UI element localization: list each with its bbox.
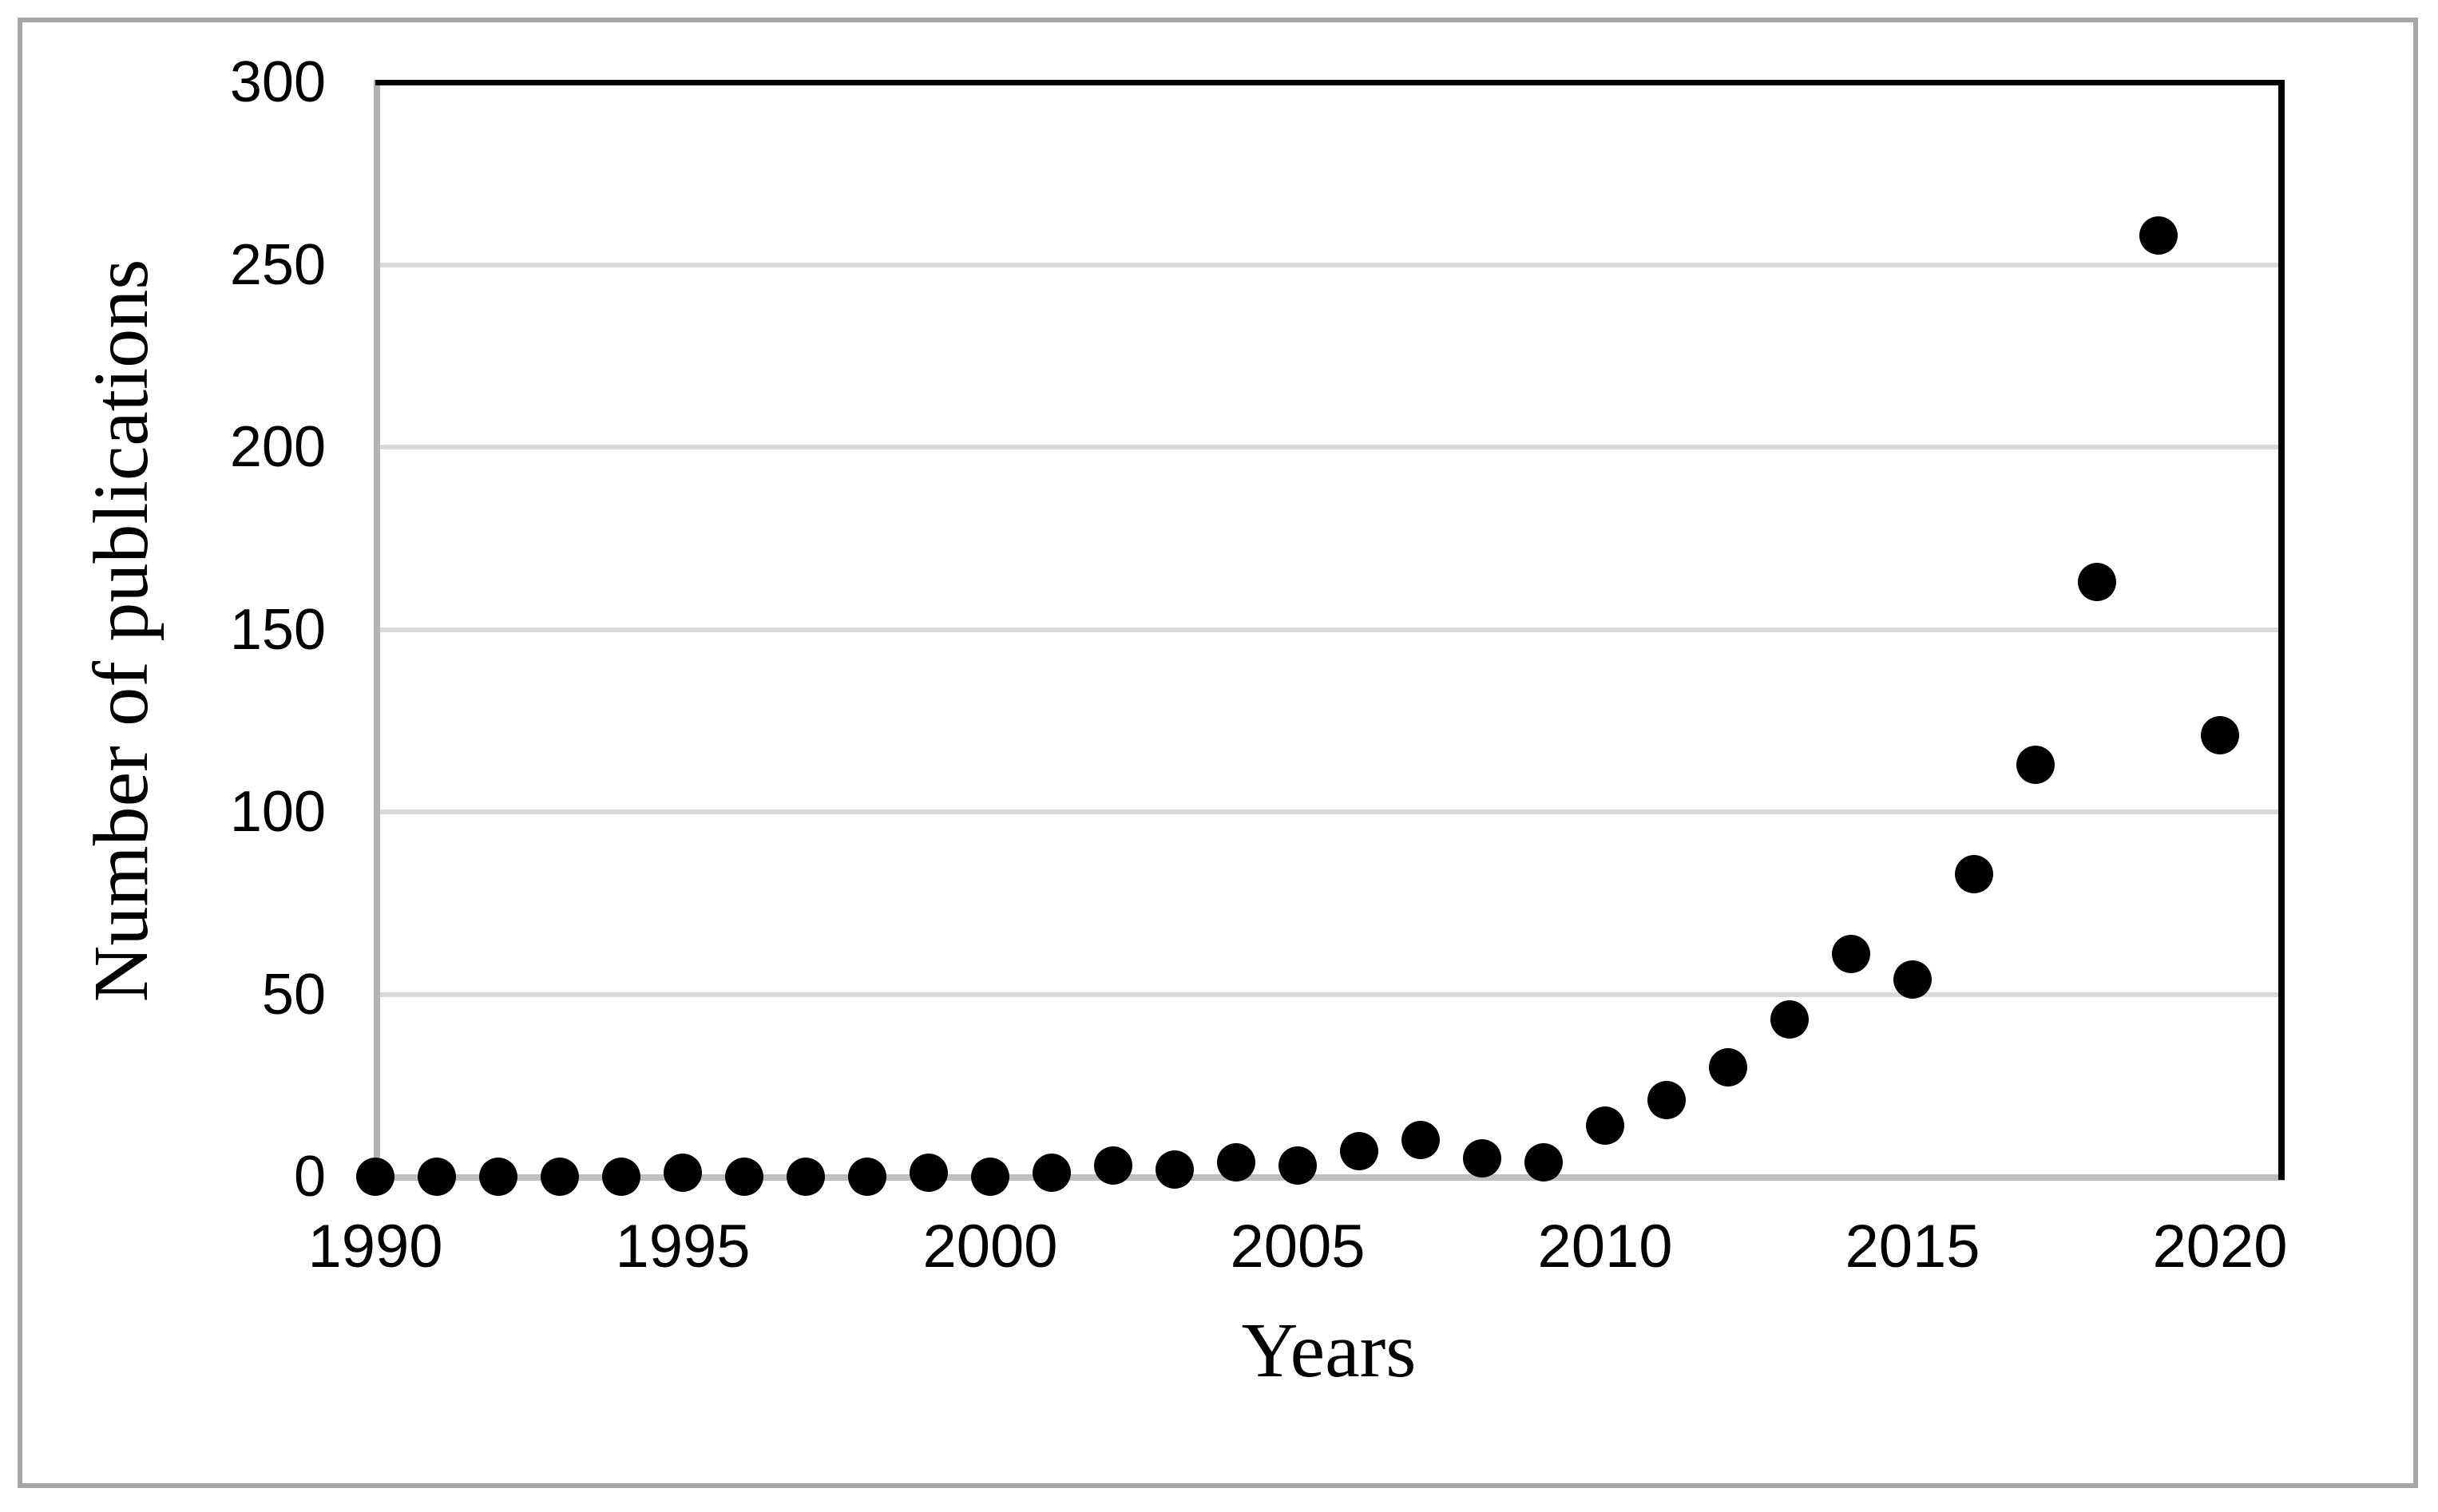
data-point-1991 xyxy=(418,1158,456,1196)
data-point-2005 xyxy=(1278,1146,1317,1185)
data-point-2004 xyxy=(1217,1142,1255,1181)
data-point-2003 xyxy=(1156,1150,1194,1189)
data-point-2018 xyxy=(2078,563,2116,602)
y-axis-line xyxy=(374,80,380,1180)
data-point-2020 xyxy=(2201,716,2239,755)
data-point-1996 xyxy=(725,1158,763,1196)
data-point-1997 xyxy=(787,1158,825,1196)
data-point-1994 xyxy=(602,1158,640,1196)
y-axis-title: Number of publications xyxy=(78,259,165,1003)
x-tick-label-1990: 1990 xyxy=(307,1213,443,1280)
data-point-2016 xyxy=(1955,854,1993,893)
data-point-2002 xyxy=(1094,1146,1132,1185)
data-point-2000 xyxy=(971,1158,1009,1196)
data-point-2015 xyxy=(1893,960,1932,999)
x-axis-line xyxy=(374,1174,2285,1181)
y-tick-label-200: 200 xyxy=(229,415,326,479)
data-point-1995 xyxy=(664,1154,702,1193)
gridline-150 xyxy=(380,627,2278,632)
data-point-1990 xyxy=(356,1158,394,1196)
data-point-1998 xyxy=(848,1158,886,1196)
data-point-2009 xyxy=(1524,1142,1563,1181)
y-tick-label-100: 100 xyxy=(229,780,326,844)
x-axis-title: Years xyxy=(1241,1308,1417,1394)
data-point-1993 xyxy=(541,1158,579,1196)
gridline-200 xyxy=(380,445,2278,449)
x-tick-label-2020: 2020 xyxy=(2152,1213,2288,1280)
x-tick-label-1995: 1995 xyxy=(615,1213,751,1280)
data-point-2011 xyxy=(1647,1081,1686,1120)
data-point-2010 xyxy=(1586,1106,1624,1146)
y-tick-label-250: 250 xyxy=(229,232,326,297)
gridline-100 xyxy=(380,809,2278,814)
gridline-50 xyxy=(380,992,2278,997)
y-tick-label-300: 300 xyxy=(229,50,326,114)
data-point-2013 xyxy=(1770,1000,1809,1039)
x-tick-label-2005: 2005 xyxy=(1230,1213,1366,1280)
x-tick-label-2015: 2015 xyxy=(1845,1213,1980,1280)
gridline-250 xyxy=(380,262,2278,267)
figure-border xyxy=(18,18,2418,1488)
data-point-1992 xyxy=(479,1158,517,1196)
data-point-2017 xyxy=(2016,745,2055,784)
data-point-2007 xyxy=(1401,1121,1440,1160)
y-tick-label-0: 0 xyxy=(293,1145,326,1209)
data-point-2019 xyxy=(2139,216,2178,255)
x-tick-label-2010: 2010 xyxy=(1537,1213,1673,1280)
data-point-2012 xyxy=(1709,1047,1747,1087)
data-point-2008 xyxy=(1463,1139,1501,1178)
data-point-2006 xyxy=(1340,1132,1378,1170)
y-tick-label-50: 50 xyxy=(261,962,326,1027)
y-tick-label-150: 150 xyxy=(229,597,326,662)
plot-border-right xyxy=(2278,80,2285,1180)
x-tick-label-2000: 2000 xyxy=(922,1213,1058,1280)
data-point-1999 xyxy=(910,1154,948,1193)
plot-border-top xyxy=(375,80,2284,85)
data-point-2001 xyxy=(1033,1154,1071,1193)
data-point-2014 xyxy=(1832,935,1870,974)
